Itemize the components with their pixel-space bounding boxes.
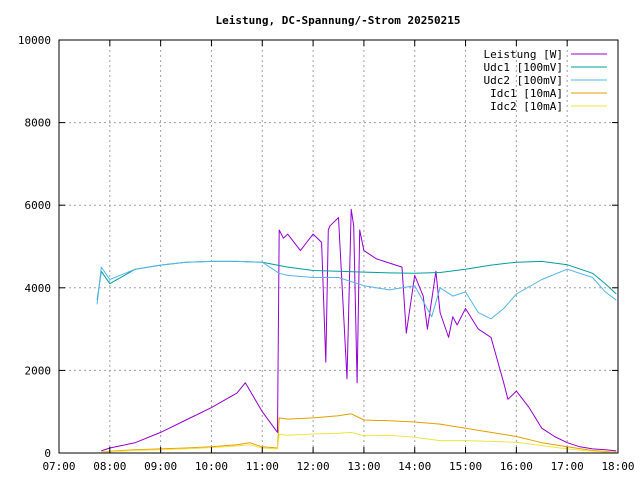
legend-label: Idc2 [10mA] — [490, 100, 563, 113]
x-tick-label: 09:00 — [144, 460, 177, 473]
x-tick-label: 08:00 — [93, 460, 126, 473]
grid — [59, 40, 618, 453]
series-group — [96, 208, 617, 454]
chart-title: Leistung, DC-Spannung/-Strom 20250215 — [215, 14, 460, 27]
y-tick-label: 6000 — [25, 199, 52, 212]
x-tick-label: 11:00 — [246, 460, 279, 473]
x-tick-label: 14:00 — [398, 460, 431, 473]
legend-label: Udc1 [100mV] — [484, 61, 563, 74]
series-line-idc2-10ma — [101, 431, 617, 454]
legend: Leistung [W]Udc1 [100mV]Udc2 [100mV]Idc1… — [484, 48, 607, 113]
x-tick-label: 10:00 — [195, 460, 228, 473]
x-tick-label: 07:00 — [42, 460, 75, 473]
axis-ticks: 07:00 08:00 09:00 10:00 11:00 12:00 13:00 14:00… — [18, 34, 635, 473]
y-tick-label: 2000 — [25, 364, 52, 377]
y-tick-label: 4000 — [25, 282, 52, 295]
x-tick-label: 17:00 — [551, 460, 584, 473]
series-line-leistung-w — [101, 208, 617, 452]
x-tick-label: 13:00 — [347, 460, 380, 473]
series-line-udc2-100mv — [96, 260, 617, 320]
series-line-udc1-100mv — [96, 260, 617, 301]
y-tick-label: 10000 — [18, 34, 51, 47]
x-tick-label: 12:00 — [297, 460, 330, 473]
legend-label: Udc2 [100mV] — [484, 74, 563, 87]
legend-label: Leistung [W] — [484, 48, 563, 61]
y-tick-label: 8000 — [25, 117, 52, 130]
y-tick-label: 0 — [44, 447, 51, 460]
x-tick-label: 15:00 — [449, 460, 482, 473]
x-tick-label: 16:00 — [500, 460, 533, 473]
x-tick-label: 18:00 — [601, 460, 634, 473]
plot-frame — [58, 39, 619, 454]
legend-label: Idc1 [10mA] — [490, 87, 563, 100]
series-line-idc1-10ma — [101, 413, 617, 453]
